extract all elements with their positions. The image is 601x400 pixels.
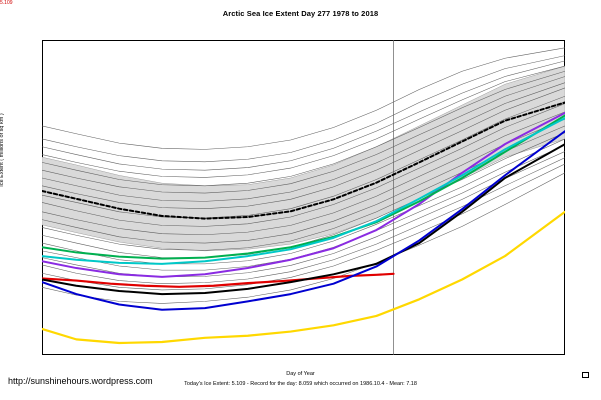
series-line-2013 xyxy=(42,117,565,265)
footer-note: Today's Ice Extent: 5.109 - Record for t… xyxy=(184,381,417,387)
source-url: http://sunshinehours.wordpress.com xyxy=(8,376,153,386)
other-year-line xyxy=(42,87,565,209)
series-line-2017 xyxy=(42,143,565,296)
other-year-line xyxy=(42,76,565,194)
other-year-line xyxy=(42,60,565,171)
plot-area xyxy=(42,40,565,355)
other-year-line xyxy=(42,103,565,227)
other-year-line xyxy=(42,163,565,291)
other-year-line xyxy=(42,172,565,304)
other-year-line xyxy=(42,65,565,178)
y-axis-label: Ice Extent ( millions of sq km ) xyxy=(0,113,5,187)
other-year-line xyxy=(42,70,565,187)
stddev-band xyxy=(42,65,565,252)
other-year-line xyxy=(42,47,565,150)
series-line-2016 xyxy=(42,130,565,311)
annotation-current-value: 5.109 xyxy=(0,0,13,6)
x-axis-label: Day of Year xyxy=(286,371,315,377)
other-year-line xyxy=(42,95,565,219)
other-year-line xyxy=(42,138,565,265)
chart-legend xyxy=(582,372,589,378)
series-line-mean-1981-2010 xyxy=(42,101,565,220)
series-line-2015 xyxy=(42,111,565,278)
other-year-line xyxy=(42,111,565,236)
series-line-2012 xyxy=(42,210,565,345)
other-year-line xyxy=(42,82,565,202)
other-year-line xyxy=(42,157,565,284)
other-year-line xyxy=(42,55,565,163)
other-year-line xyxy=(42,151,565,278)
other-year-line xyxy=(42,118,565,244)
series-line-2014 xyxy=(42,114,565,260)
chart-canvas xyxy=(42,40,565,355)
page-title: Arctic Sea Ice Extent Day 277 1978 to 20… xyxy=(222,9,379,18)
